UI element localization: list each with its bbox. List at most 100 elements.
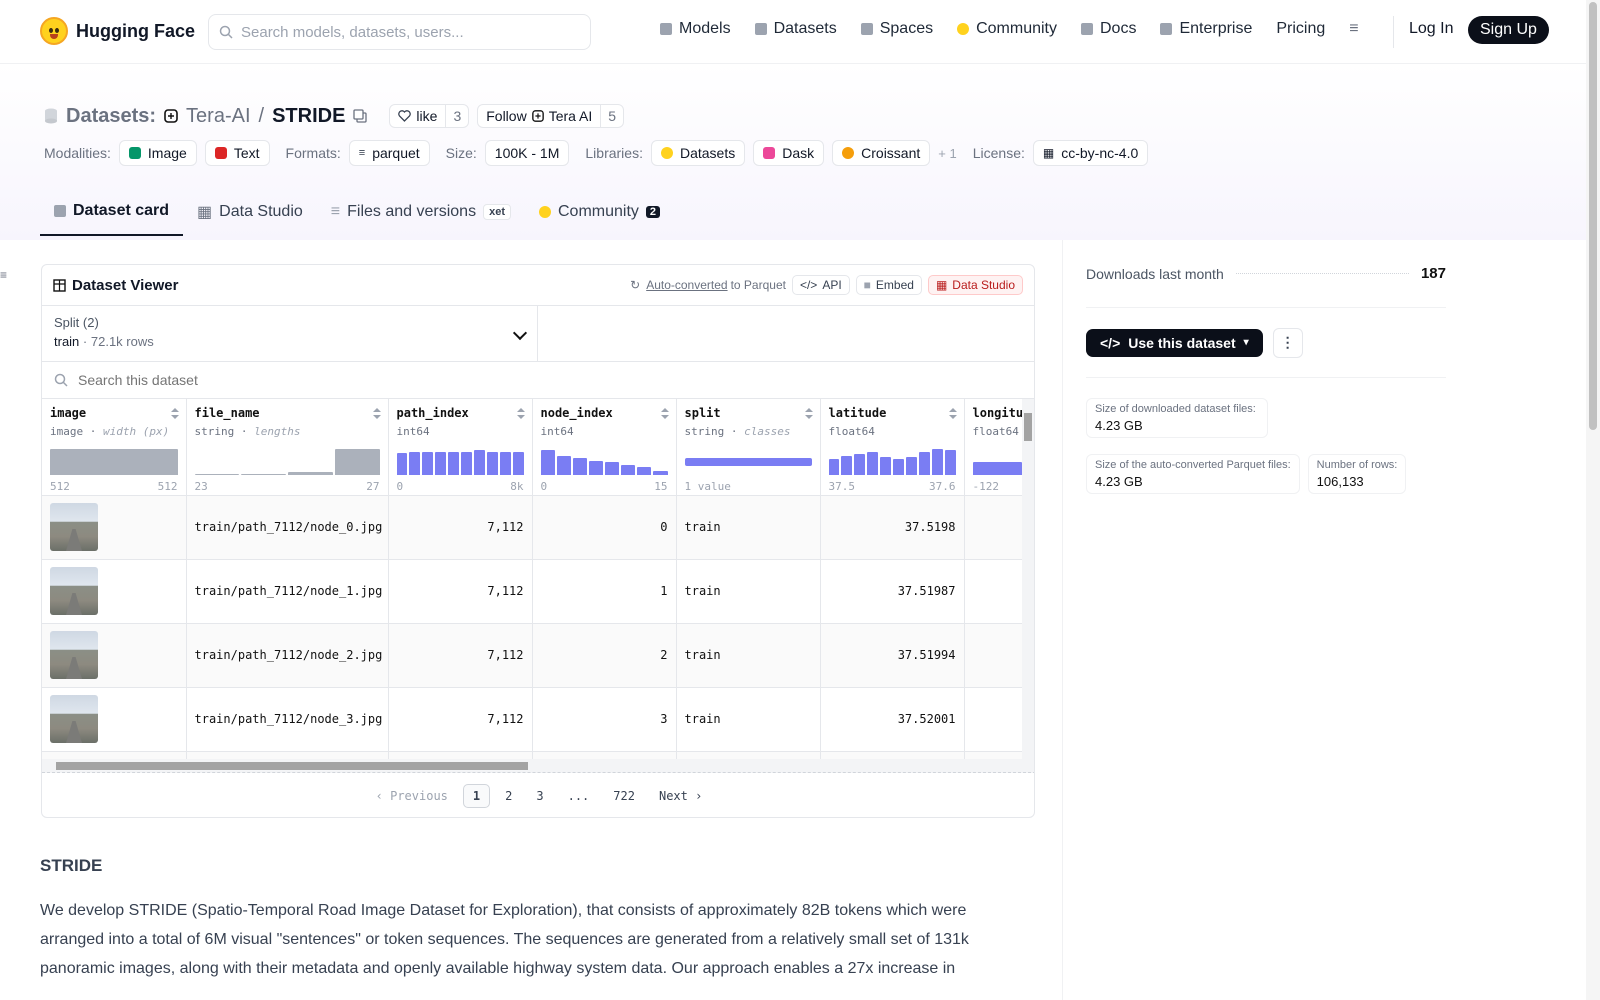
histogram-bar[interactable] bbox=[409, 451, 421, 475]
histogram-bar[interactable] bbox=[486, 451, 498, 475]
tag-size[interactable]: 100K - 1M bbox=[484, 140, 570, 166]
nav-community[interactable]: Community bbox=[957, 20, 1057, 38]
nav-models[interactable]: Models bbox=[660, 20, 731, 38]
column-header-image[interactable]: image image · width (px) 512 512 bbox=[42, 399, 187, 496]
cell-image[interactable] bbox=[42, 623, 187, 688]
embed-button[interactable]: ■ Embed bbox=[855, 275, 922, 295]
histogram-bar[interactable] bbox=[540, 450, 555, 475]
histogram-bar[interactable] bbox=[461, 451, 472, 475]
histogram-bar[interactable] bbox=[841, 455, 853, 475]
histogram-bar[interactable] bbox=[334, 449, 380, 475]
column-header-node-index[interactable]: node_index int64 0 15 bbox=[532, 399, 677, 496]
data-studio-button[interactable]: ▦ Data Studio bbox=[927, 275, 1023, 295]
cell-image[interactable] bbox=[42, 495, 187, 560]
histogram-bar[interactable] bbox=[621, 464, 636, 475]
tag-format-parquet[interactable]: ≡ parquet bbox=[348, 140, 430, 166]
nav-datasets[interactable]: Datasets bbox=[754, 20, 837, 38]
tag-library-datasets[interactable]: Datasets bbox=[650, 140, 746, 166]
tab-files-and-versions[interactable]: ≡ Files and versions xet bbox=[317, 194, 525, 236]
dataset-search-input[interactable] bbox=[78, 372, 478, 388]
column-header-split[interactable]: split string · classes 1 value bbox=[676, 399, 821, 496]
table-row[interactable]: train/path_7112/node_2.jpg 7,112 2 train 37.… bbox=[42, 623, 1034, 688]
sort-icon[interactable] bbox=[804, 408, 813, 419]
repo-name-link[interactable]: STRIDE bbox=[272, 104, 346, 127]
copy-icon[interactable] bbox=[353, 109, 368, 123]
tab-dataset-card[interactable]: Dataset card bbox=[40, 194, 184, 236]
sort-icon[interactable] bbox=[948, 408, 957, 419]
auto-converted-link[interactable]: Auto-converted bbox=[646, 278, 728, 292]
more-options-button[interactable]: ⋮ bbox=[1272, 327, 1303, 358]
histogram-bar[interactable] bbox=[396, 452, 408, 475]
histogram-bar[interactable] bbox=[828, 459, 840, 475]
pagination-previous[interactable]: ‹ Previous bbox=[375, 789, 448, 803]
cell-image[interactable] bbox=[42, 751, 187, 759]
sidebar-toggle-icon[interactable]: ≡ bbox=[0, 268, 8, 282]
page-3[interactable]: 3 bbox=[536, 789, 544, 803]
brand-link[interactable]: Hugging Face bbox=[40, 17, 195, 45]
histogram-bar[interactable] bbox=[905, 456, 917, 475]
grid-vertical-scrollbar[interactable] bbox=[1022, 399, 1034, 759]
nav-spaces[interactable]: Spaces bbox=[860, 20, 933, 38]
split-selector[interactable]: Split (2) train · 72.1k rows bbox=[42, 306, 538, 361]
tag-modality-text[interactable]: Text bbox=[204, 140, 270, 166]
api-button[interactable]: </> API bbox=[791, 275, 850, 295]
global-search-input[interactable] bbox=[241, 23, 561, 41]
page-scrollbar[interactable] bbox=[1586, 0, 1600, 1000]
column-header-path-index[interactable]: path_index int64 0 8k bbox=[388, 399, 533, 496]
table-row[interactable]: train/path_7112/node_1.jpg 7,112 1 train 37.… bbox=[42, 559, 1034, 624]
histogram-bar[interactable] bbox=[288, 472, 333, 475]
histogram-bar[interactable] bbox=[241, 473, 286, 475]
histogram-bar[interactable] bbox=[448, 451, 460, 475]
login-link[interactable]: Log In bbox=[1409, 20, 1454, 37]
column-header-file-name[interactable]: file_name string · lengths 23 27 bbox=[186, 399, 389, 496]
table-row[interactable] bbox=[42, 751, 1034, 759]
histogram-bar[interactable] bbox=[473, 450, 485, 475]
histogram-bar[interactable] bbox=[605, 462, 620, 475]
histogram-bar[interactable] bbox=[854, 454, 866, 475]
page-1[interactable]: 1 bbox=[462, 784, 491, 808]
follow-button[interactable]: Follow Tera AI 5 bbox=[477, 104, 625, 128]
histogram-bar[interactable] bbox=[512, 451, 524, 475]
histogram-bar[interactable] bbox=[653, 471, 668, 475]
dataset-search[interactable] bbox=[42, 362, 1034, 399]
global-search[interactable] bbox=[208, 14, 591, 50]
nav-more-menu[interactable]: ≡ bbox=[1349, 20, 1358, 38]
histogram-bar[interactable] bbox=[684, 458, 812, 466]
page-scroll-thumb[interactable] bbox=[1589, 2, 1597, 430]
tab-community[interactable]: Community 2 bbox=[525, 194, 674, 236]
column-header-latitude[interactable]: latitude float64 37.5 37.6 bbox=[820, 399, 965, 496]
histogram-bar[interactable] bbox=[918, 451, 930, 475]
histogram-bar[interactable] bbox=[50, 449, 178, 475]
histogram-bar[interactable] bbox=[931, 449, 943, 475]
image-thumbnail[interactable] bbox=[50, 695, 98, 743]
repo-type-label[interactable]: Datasets: bbox=[66, 104, 157, 127]
histogram-bar[interactable] bbox=[637, 467, 652, 475]
nav-docs[interactable]: Docs bbox=[1081, 20, 1136, 38]
image-thumbnail[interactable] bbox=[50, 631, 98, 679]
pagination-next[interactable]: Next › bbox=[658, 789, 703, 803]
page-722[interactable]: 722 bbox=[613, 789, 635, 803]
cell-image[interactable] bbox=[42, 559, 187, 624]
nav-pricing[interactable]: Pricing bbox=[1276, 20, 1325, 38]
sort-icon[interactable] bbox=[372, 408, 381, 419]
grid-vertical-scroll-thumb[interactable] bbox=[1024, 413, 1032, 441]
histogram-bar[interactable] bbox=[422, 451, 434, 475]
histogram-bar[interactable] bbox=[972, 462, 1022, 475]
histogram-bar[interactable] bbox=[499, 451, 511, 475]
histogram-bar[interactable] bbox=[435, 451, 447, 475]
page-2[interactable]: 2 bbox=[505, 789, 513, 803]
histogram-bar[interactable] bbox=[944, 450, 956, 475]
tag-modality-image[interactable]: Image bbox=[118, 140, 197, 166]
histogram-bar[interactable] bbox=[588, 460, 603, 475]
histogram-bar[interactable] bbox=[880, 456, 892, 475]
tab-data-studio[interactable]: ▦ Data Studio bbox=[183, 194, 317, 236]
like-button[interactable]: like 3 bbox=[389, 104, 470, 128]
repo-owner-link[interactable]: Tera-AI bbox=[186, 104, 251, 127]
sort-icon[interactable] bbox=[170, 408, 179, 419]
image-thumbnail[interactable] bbox=[50, 567, 98, 615]
table-row[interactable]: train/path_7112/node_0.jpg 7,112 0 train 37.… bbox=[42, 495, 1034, 560]
histogram-bar[interactable] bbox=[572, 458, 587, 475]
signup-button[interactable]: Sign Up bbox=[1468, 16, 1549, 44]
use-this-dataset-button[interactable]: </> Use this dataset ▾ bbox=[1086, 328, 1263, 357]
sort-icon[interactable] bbox=[516, 408, 525, 419]
